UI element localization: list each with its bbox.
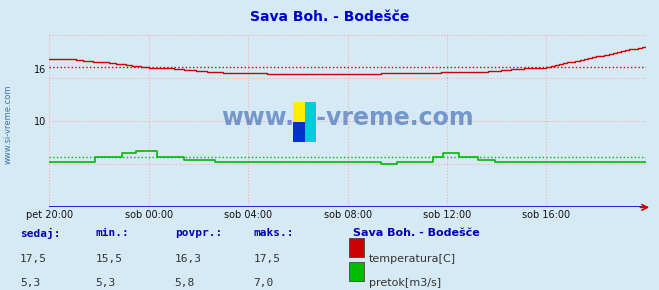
Bar xyxy=(304,122,316,142)
Text: 16,3: 16,3 xyxy=(175,254,202,264)
Text: Sava Boh. - Bodešče: Sava Boh. - Bodešče xyxy=(353,228,479,238)
Bar xyxy=(293,102,304,122)
Bar xyxy=(293,122,304,142)
Text: 7,0: 7,0 xyxy=(254,278,274,288)
Text: temperatura[C]: temperatura[C] xyxy=(369,254,456,264)
Text: www.si-vreme.com: www.si-vreme.com xyxy=(221,106,474,130)
Text: 15,5: 15,5 xyxy=(96,254,123,264)
Text: 17,5: 17,5 xyxy=(20,254,47,264)
Text: Sava Boh. - Bodešče: Sava Boh. - Bodešče xyxy=(250,10,409,24)
Text: pretok[m3/s]: pretok[m3/s] xyxy=(369,278,441,288)
Text: povpr.:: povpr.: xyxy=(175,228,222,238)
Text: www.si-vreme.com: www.si-vreme.com xyxy=(3,85,13,164)
Text: sedaj:: sedaj: xyxy=(20,228,60,239)
Text: min.:: min.: xyxy=(96,228,129,238)
Bar xyxy=(304,102,316,122)
Text: 5,3: 5,3 xyxy=(96,278,116,288)
Text: 5,8: 5,8 xyxy=(175,278,195,288)
Text: 5,3: 5,3 xyxy=(20,278,40,288)
Text: maks.:: maks.: xyxy=(254,228,294,238)
Text: 17,5: 17,5 xyxy=(254,254,281,264)
